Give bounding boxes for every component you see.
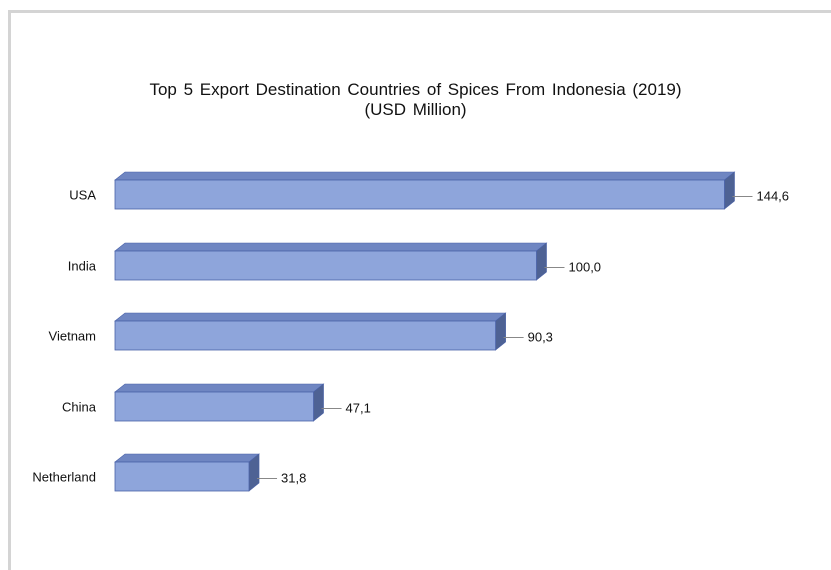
bar-top-face [114, 171, 736, 181]
chart-title-block: Top 5 Export Destination Countries of Sp… [0, 80, 831, 120]
data-label: 90,3 [528, 330, 553, 345]
bar-top-face [114, 242, 548, 252]
bar-group: 144,6 USA [69, 171, 789, 210]
bar-top-face [114, 312, 507, 322]
bar-group: 47,1 China [62, 383, 371, 422]
category-label: USA [69, 188, 96, 203]
bar [114, 179, 725, 210]
bar [114, 250, 537, 281]
data-label: 144,6 [756, 189, 789, 204]
data-label: 47,1 [346, 401, 371, 416]
bar-group: 100,0 India [68, 242, 602, 281]
data-label: 31,8 [281, 471, 306, 486]
bar-top-face [114, 453, 260, 463]
bar-group: 90,3 Vietnam [49, 312, 553, 351]
data-label: 100,0 [569, 260, 602, 275]
bar [114, 320, 497, 351]
bar-chart: 144,6 USA 100,0 India 90,3 Vietnam 47,1 China 31… [32, 171, 789, 492]
category-label: Netherland [32, 470, 96, 485]
bar [114, 391, 314, 422]
chart-title: Top 5 Export Destination Countries of Sp… [149, 80, 682, 99]
category-label: India [68, 259, 97, 274]
bar-top-face [114, 383, 325, 393]
bar [114, 461, 250, 492]
chart-subtitle: (USD Million) [364, 100, 467, 119]
category-label: China [62, 400, 97, 415]
bar-group: 31,8 Netherland [32, 453, 306, 492]
category-label: Vietnam [49, 329, 96, 344]
